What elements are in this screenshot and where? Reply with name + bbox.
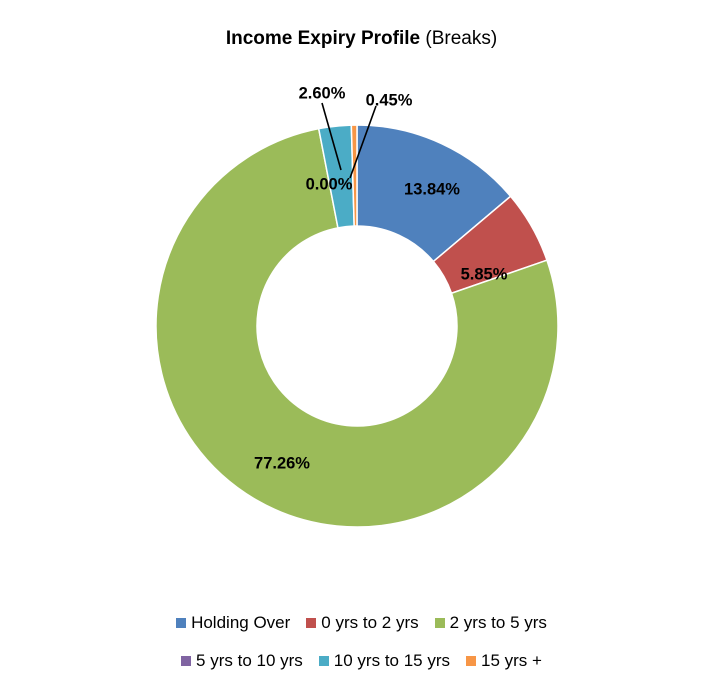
legend-label: 2 yrs to 5 yrs (449, 613, 547, 632)
legend-swatch (306, 618, 317, 628)
slice-15-yrs (350, 124, 358, 227)
data-label-0-yrs-to-2-yrs: 5.85% (461, 265, 508, 283)
legend-item-0-yrs-to-2-yrs: 0 yrs to 2 yrs (306, 612, 419, 634)
legend-swatch (176, 618, 187, 628)
donut-slices (155, 124, 559, 528)
chart-title: Income Expiry Profile (Breaks) (0, 28, 723, 50)
data-label-10-yrs-to-15-yrs: 2.60% (299, 84, 346, 102)
slice-2-yrs-to-5-yrs (155, 127, 559, 528)
legend-label: 5 yrs to 10 yrs (196, 651, 303, 670)
legend-row: 5 yrs to 10 yrs 10 yrs to 15 yrs 15 yrs + (0, 650, 723, 672)
legend-item-15-yrs: 15 yrs + (466, 650, 542, 672)
leader-lines (321, 102, 377, 179)
leader-line-15-yrs (349, 105, 377, 179)
leader-line-10-yrs-to-15-yrs (321, 102, 342, 171)
legend-item-5-yrs-to-10-yrs: 5 yrs to 10 yrs (181, 650, 303, 672)
data-label-15-yrs: 0.45% (366, 91, 413, 109)
legend-row: Holding Over 0 yrs to 2 yrs 2 yrs to 5 yrs (0, 612, 723, 634)
donut-chart: 13.84% 5.85% 77.26% 0.00% 2.60% 0.45% (155, 84, 559, 528)
legend-label: 10 yrs to 15 yrs (333, 651, 451, 670)
chart-title-main: Income Expiry Profile (225, 28, 421, 49)
legend-label: 15 yrs + (481, 651, 542, 670)
legend-item-2-yrs-to-5-yrs: 2 yrs to 5 yrs (434, 612, 547, 634)
data-label-holding-over: 13.84% (404, 180, 460, 198)
legend-item-holding-over: Holding Over (176, 612, 290, 634)
legend-label: Holding Over (191, 613, 291, 632)
legend-item-10-yrs-to-15-yrs: 10 yrs to 15 yrs (318, 650, 451, 672)
data-labels: 13.84% 5.85% 77.26% 0.00% 2.60% 0.45% (254, 84, 508, 472)
data-label-2-yrs-to-5-yrs: 77.26% (254, 454, 310, 472)
legend-swatch (466, 656, 477, 666)
chart-title-subtitle: (Breaks) (425, 28, 498, 49)
legend-swatch (181, 656, 192, 666)
legend-swatch (318, 656, 329, 666)
legend-label: 0 yrs to 2 yrs (321, 613, 419, 632)
data-label-5-yrs-to-10-yrs: 0.00% (306, 175, 353, 193)
legend-swatch (434, 618, 445, 628)
